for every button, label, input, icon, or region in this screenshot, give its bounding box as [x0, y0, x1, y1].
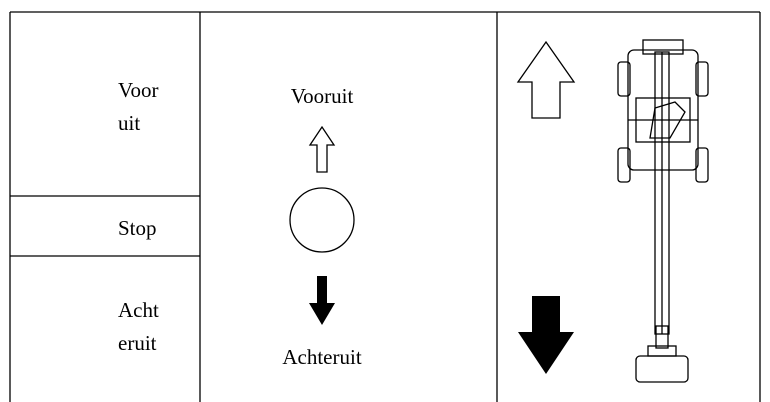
- down-arrow: [309, 276, 335, 325]
- cell-text: Stop: [118, 216, 157, 240]
- cell-text: uit: [118, 111, 140, 135]
- big-up-arrow: [516, 40, 576, 119]
- stop-circle: [289, 187, 355, 253]
- backward-label: Achteruit: [282, 345, 361, 369]
- machine-drawing: [617, 39, 709, 383]
- big-down-arrow: [518, 296, 574, 374]
- cell-text: Acht: [118, 298, 159, 322]
- up-arrow: [308, 125, 336, 173]
- cell-text: Voor: [118, 78, 158, 102]
- forward-label: Vooruit: [291, 84, 354, 108]
- table-grid: [9, 11, 761, 402]
- cell-text: eruit: [118, 331, 157, 355]
